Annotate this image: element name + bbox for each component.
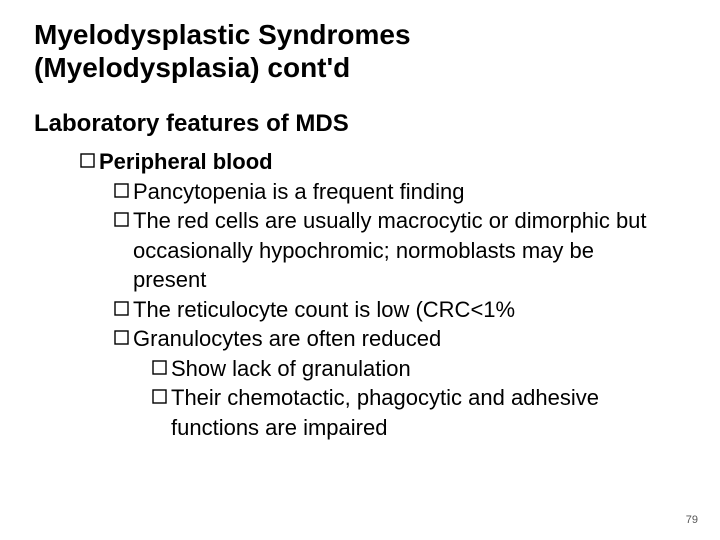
body-line: functions are impaired: [34, 414, 686, 442]
slide-title: Myelodysplastic Syndromes (Myelodysplasi…: [34, 18, 686, 84]
body-text: functions are impaired: [171, 414, 387, 442]
body-line: Their chemotactic, phagocytic and adhesi…: [34, 384, 686, 412]
body-text: Their chemotactic, phagocytic and adhesi…: [171, 384, 599, 412]
body-text: present: [133, 266, 206, 294]
body-text: Pancytopenia is a frequent finding: [133, 178, 464, 206]
square-bullet-icon: [114, 301, 129, 316]
body-line: Show lack of granulation: [34, 355, 686, 383]
body-line: Pancytopenia is a frequent finding: [34, 178, 686, 206]
title-line-1: Myelodysplastic Syndromes: [34, 18, 686, 51]
square-bullet-icon: [80, 153, 95, 168]
body-line: present: [34, 266, 686, 294]
title-line-2: (Myelodysplasia) cont'd: [34, 51, 686, 84]
body-line: occasionally hypochromic; normoblasts ma…: [34, 237, 686, 265]
square-bullet-icon: [152, 389, 167, 404]
body-line: The reticulocyte count is low (CRC<1%: [34, 296, 686, 324]
body-text: Show lack of granulation: [171, 355, 411, 383]
body-line: Peripheral blood: [34, 148, 686, 176]
slide: Myelodysplastic Syndromes (Myelodysplasi…: [0, 0, 720, 540]
square-bullet-icon: [114, 183, 129, 198]
body-text: occasionally hypochromic; normoblasts ma…: [133, 237, 594, 265]
slide-body: Peripheral bloodPancytopenia is a freque…: [34, 148, 686, 441]
square-bullet-icon: [114, 212, 129, 227]
square-bullet-icon: [152, 360, 167, 375]
body-text: The red cells are usually macrocytic or …: [133, 207, 647, 235]
square-bullet-icon: [114, 330, 129, 345]
body-text: Peripheral blood: [99, 148, 273, 176]
body-line: The red cells are usually macrocytic or …: [34, 207, 686, 235]
body-text: Granulocytes are often reduced: [133, 325, 441, 353]
page-number: 79: [686, 514, 698, 526]
body-text: The reticulocyte count is low (CRC<1%: [133, 296, 515, 324]
body-line: Granulocytes are often reduced: [34, 325, 686, 353]
slide-subtitle: Laboratory features of MDS: [34, 110, 686, 138]
